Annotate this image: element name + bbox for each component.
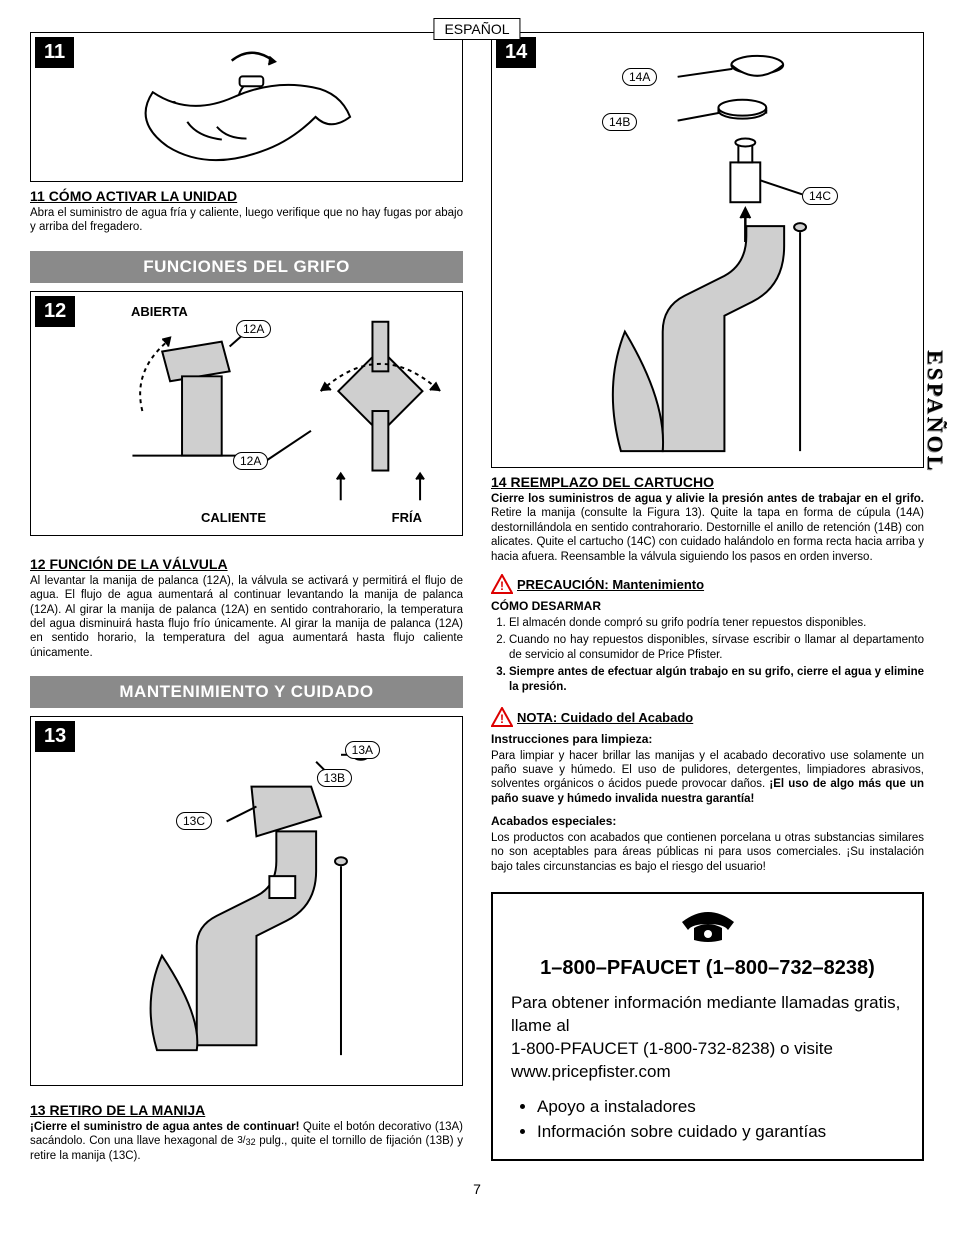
left-column: 11 11 CÓMO ACTIVAR LA UNIDAD Abra el sum… (30, 32, 463, 1173)
caution-subtitle: CÓMO DESARMAR (491, 599, 924, 613)
heading-11: 11 CÓMO ACTIVAR LA UNIDAD (30, 188, 463, 204)
label-hot: CALIENTE (201, 510, 266, 525)
caution-title: PRECAUCIÓN: Mantenimiento (517, 577, 704, 592)
illustration-11 (31, 33, 462, 181)
body-14-rest: Retire la manija (consulte la Figura 13)… (491, 507, 924, 562)
contact-body: Para obtener información mediante llamad… (511, 992, 904, 1084)
body-13-bold: ¡Cierre el suministro de agua antes de c… (30, 1121, 299, 1133)
step-badge-14: 14 (496, 37, 536, 68)
contact-bullet-1: Apoyo a instaladores (537, 1094, 904, 1120)
step-badge-13: 13 (35, 721, 75, 752)
contact-title: 1–800–PFAUCET (1–800–732–8238) (511, 957, 904, 980)
note-title: NOTA: Cuidado del Acabado (517, 710, 693, 725)
body-14-bold: Cierre los suministros de agua y alivie … (491, 493, 924, 505)
svg-text:!: ! (500, 712, 504, 726)
contact-bullet-2: Información sobre cuidado y garantías (537, 1119, 904, 1145)
section-bar-maintenance: MANTENIMIENTO Y CUIDADO (30, 676, 463, 708)
figure-12: 12 ABIERTA 12A 12A CALIENTE FRÍA (30, 291, 463, 536)
warning-icon-2: ! (491, 707, 513, 730)
body-14: Cierre los suministros de agua y alivie … (491, 492, 924, 564)
callout-13b: 13B (317, 769, 352, 787)
section-bar-functions: FUNCIONES DEL GRIFO (30, 251, 463, 283)
contact-bullets: Apoyo a instaladores Información sobre c… (511, 1094, 904, 1145)
svg-text:!: ! (500, 579, 504, 593)
caution-item-1: El almacén donde compró su grifo podría … (509, 616, 924, 631)
figure-11: 11 (30, 32, 463, 182)
callout-13a: 13A (345, 741, 380, 759)
two-column-layout: 11 11 CÓMO ACTIVAR LA UNIDAD Abra el sum… (30, 32, 924, 1173)
body-11: Abra el suministro de agua fría y calien… (30, 206, 463, 235)
callout-12a-top: 12A (236, 320, 271, 338)
illustration-14 (492, 33, 923, 467)
label-open: ABIERTA (131, 304, 188, 319)
note-special-head: Acabados especiales: (491, 814, 924, 828)
heading-13: 13 RETIRO DE LA MANIJA (30, 1102, 463, 1118)
language-side-tab: ESPAÑOL (922, 350, 948, 473)
caution-item-2: Cuando no hay repuestos disponibles, sír… (509, 633, 924, 663)
body-13: ¡Cierre el suministro de agua antes de c… (30, 1120, 463, 1163)
caution-list: El almacén donde compró su grifo podría … (491, 616, 924, 697)
label-cold: FRÍA (392, 510, 422, 525)
note-clean-head: Instrucciones para limpieza: (491, 732, 924, 746)
fraction: 3/32 (237, 1135, 255, 1146)
step-badge-11: 11 (35, 37, 74, 68)
callout-14c: 14C (802, 187, 838, 205)
caution-line: ! PRECAUCIÓN: Mantenimiento (491, 574, 924, 597)
heading-14: 14 REEMPLAZO DEL CARTUCHO (491, 474, 924, 490)
step-badge-12: 12 (35, 296, 75, 327)
callout-14a: 14A (622, 68, 657, 86)
note-line: ! NOTA: Cuidado del Acabado (491, 707, 924, 730)
phone-icon (511, 908, 904, 949)
callout-14b: 14B (602, 113, 637, 131)
figure-13: 13 13A 13B 13C (30, 716, 463, 1086)
callout-12a-mid: 12A (233, 452, 268, 470)
caution-item-3: Siempre antes de efectuar algún trabajo … (509, 665, 924, 695)
heading-12: 12 FUNCIÓN DE LA VÁLVULA (30, 556, 463, 572)
illustration-13 (31, 717, 462, 1085)
page-number: 7 (473, 1181, 481, 1197)
contact-box: 1–800–PFAUCET (1–800–732–8238) Para obte… (491, 892, 924, 1161)
body-12: Al levantar la manija de palanca (12A), … (30, 574, 463, 660)
figure-14: 14 14A 14B 14C (491, 32, 924, 468)
note-clean-body: Para limpiar y hacer brillar las manijas… (491, 749, 924, 807)
note-special-body: Los productos con acabados que contienen… (491, 831, 924, 874)
language-label-top: ESPAÑOL (433, 18, 520, 40)
right-column: 14 14A 14B 14C (491, 32, 924, 1173)
warning-icon: ! (491, 574, 513, 597)
callout-13c: 13C (176, 812, 212, 830)
